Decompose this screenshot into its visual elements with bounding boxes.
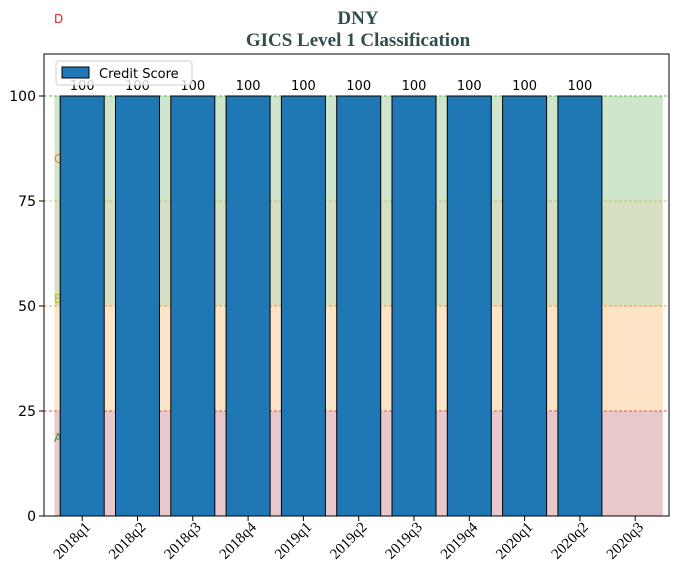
bar-label-2018q4: 100 — [236, 79, 261, 94]
x-tick-label: 2019q4 — [438, 519, 481, 562]
zone-label-b: B — [54, 292, 62, 306]
x-tick-label: 2018q3 — [161, 520, 204, 563]
y-tick-label: 25 — [18, 404, 36, 420]
x-tick-label: 2018q2 — [106, 520, 149, 563]
bar-2018q1 — [59, 95, 105, 517]
x-tick-label: 2020q3 — [604, 520, 647, 563]
y-tick-label: 75 — [18, 194, 36, 210]
x-tick-label: 2018q4 — [217, 519, 260, 562]
chart-title: DNY — [337, 8, 378, 29]
legend-swatch — [61, 66, 90, 79]
zone-label-d: D — [54, 12, 63, 26]
chart-subtitle: GICS Level 1 Classification — [246, 30, 471, 51]
bars — [59, 95, 603, 517]
bar-2018q2 — [115, 95, 160, 517]
zone-labels: A B C D — [54, 12, 63, 445]
bar-label-2019q1: 100 — [291, 79, 316, 94]
bar-label-2019q2: 100 — [346, 79, 371, 94]
bar-2019q2 — [336, 95, 382, 517]
bar-2018q4 — [225, 95, 271, 517]
bar-2019q4 — [446, 95, 492, 517]
legend-label: Credit Score — [99, 67, 179, 82]
plot-frame — [43, 53, 670, 517]
bar-label-2019q3: 100 — [402, 79, 427, 94]
x-tick-label: 2019q3 — [383, 520, 426, 563]
bar-2020q1 — [502, 95, 548, 517]
y-tick-label: 100 — [9, 89, 36, 105]
bar-label-2019q4: 100 — [457, 79, 482, 94]
legend: Credit Score — [55, 60, 193, 86]
bar-2019q3 — [391, 95, 437, 517]
bar-2019q1 — [280, 95, 326, 517]
y-tick-label: 50 — [18, 299, 36, 315]
legend-box — [55, 60, 193, 86]
zone-label-a: A — [54, 431, 63, 445]
x-tick-label: 2019q1 — [272, 520, 315, 563]
zone-label-c: C — [54, 152, 62, 166]
x-tick-label: 2018q1 — [51, 520, 94, 563]
bar-label-2020q1: 100 — [512, 79, 537, 94]
x-tick-label: 2020q1 — [493, 520, 536, 563]
bar-2018q3 — [170, 95, 216, 517]
bar-label-2020q2: 100 — [567, 79, 592, 94]
y-tick-label: 0 — [27, 509, 36, 525]
x-tick-label: 2020q2 — [549, 520, 592, 563]
bar-2020q2 — [557, 95, 603, 517]
x-tick-label: 2019q2 — [327, 520, 370, 563]
